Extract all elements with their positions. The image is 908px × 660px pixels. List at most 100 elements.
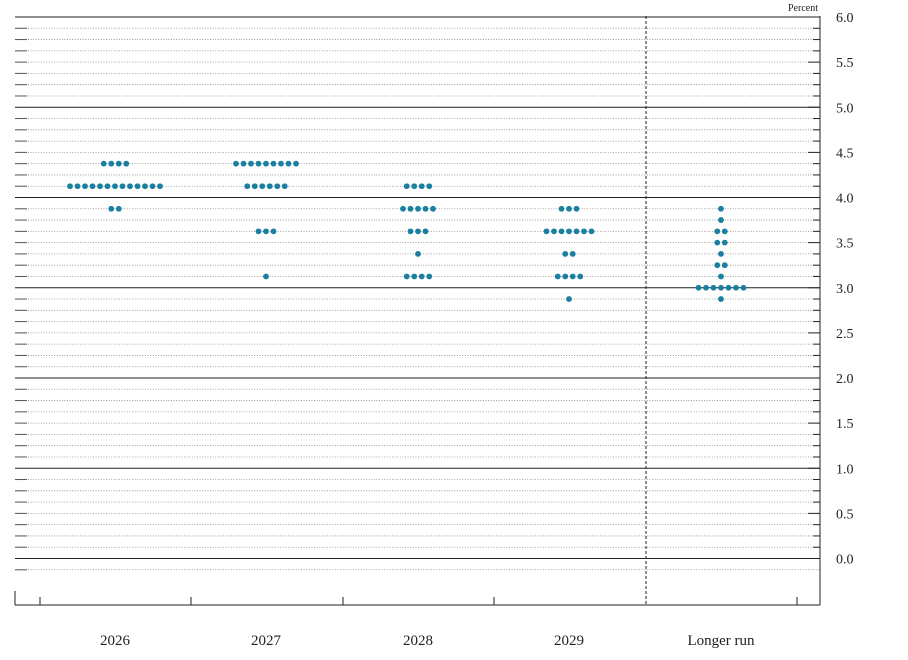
participant-dot xyxy=(97,183,103,190)
participant-dot xyxy=(554,273,561,280)
participant-dot xyxy=(274,183,281,190)
y-tick-label: 6.0 xyxy=(836,11,854,26)
participant-dot xyxy=(157,183,163,190)
y-tick-label: 2.0 xyxy=(836,372,854,387)
y-unit-label: Percent xyxy=(788,3,818,14)
participant-dot xyxy=(149,183,156,190)
participant-dot xyxy=(104,183,111,190)
participant-dot xyxy=(426,273,433,280)
participant-dot xyxy=(422,205,429,212)
participant-dot xyxy=(703,284,709,291)
participant-dot xyxy=(255,160,262,167)
participant-dot xyxy=(100,160,107,167)
participant-dot xyxy=(123,160,130,167)
y-tick-label: 1.0 xyxy=(836,462,854,477)
participant-dot xyxy=(422,228,429,235)
participant-dot xyxy=(558,228,565,235)
participant-dot xyxy=(562,273,569,280)
participant-dot xyxy=(551,228,557,235)
participant-dot xyxy=(108,160,115,167)
y-tick-label: 3.0 xyxy=(836,282,854,297)
participant-dot xyxy=(407,205,414,212)
participant-dot xyxy=(543,228,550,235)
participant-dot xyxy=(255,228,262,235)
participant-dot xyxy=(695,284,702,291)
participant-dot xyxy=(400,205,406,212)
dots xyxy=(67,160,747,302)
x-category-label: 2029 xyxy=(554,633,584,649)
participant-dot xyxy=(251,183,258,190)
participant-dot xyxy=(244,183,251,190)
participant-dot xyxy=(407,228,414,235)
participant-dot xyxy=(569,251,576,257)
participant-dot xyxy=(710,284,717,291)
participant-dot xyxy=(411,273,418,280)
participant-dot xyxy=(270,160,277,167)
participant-dot xyxy=(718,296,724,302)
participant-dot xyxy=(562,251,569,257)
participant-dot xyxy=(115,160,122,167)
participant-dot xyxy=(415,251,421,257)
participant-dot xyxy=(733,284,739,291)
participant-dot xyxy=(403,273,410,280)
participant-dot xyxy=(430,205,436,212)
participant-dot xyxy=(558,205,565,212)
participant-dot xyxy=(259,183,266,190)
y-tick-label: 4.0 xyxy=(836,192,854,207)
participant-dot xyxy=(82,183,88,190)
participant-dot xyxy=(142,183,148,190)
y-tick-label: 0.0 xyxy=(836,553,854,568)
x-category-label: Longer run xyxy=(687,633,755,649)
participant-dot xyxy=(415,205,421,212)
participant-dot xyxy=(426,183,433,190)
participant-dot xyxy=(714,262,721,269)
participant-dot xyxy=(718,205,724,212)
participant-dot xyxy=(285,160,292,167)
participant-dot xyxy=(233,160,239,167)
participant-dot xyxy=(278,160,284,167)
participant-dot xyxy=(577,273,584,280)
participant-dot xyxy=(240,160,247,167)
participant-dot xyxy=(263,160,269,167)
participant-dot xyxy=(569,273,576,280)
participant-dot xyxy=(721,228,728,235)
participant-dot xyxy=(112,183,118,190)
participant-dot xyxy=(566,296,572,302)
participant-dot xyxy=(108,205,115,212)
participant-dot xyxy=(67,183,73,190)
participant-dot xyxy=(127,183,133,190)
participant-dot xyxy=(248,160,254,167)
axes: 6.0 5.5 5.0 4.5 4.0 3.5 3.0 2.5 2.0 1.5 1.0 0.5 0.0 2… xyxy=(14,11,854,649)
x-category-label: 2028 xyxy=(403,633,433,649)
y-tick-label: 5.0 xyxy=(836,101,854,116)
x-category-label: 2027 xyxy=(251,633,282,649)
participant-dot xyxy=(566,205,572,212)
participant-dot xyxy=(403,183,410,190)
participant-dot xyxy=(718,217,724,223)
participant-dot xyxy=(415,228,421,235)
y-tick-label: 0.5 xyxy=(836,507,854,522)
y-tick-label: 4.5 xyxy=(836,146,854,161)
participant-dot xyxy=(714,228,721,235)
participant-dot xyxy=(293,160,299,167)
participant-dot xyxy=(721,239,728,246)
participant-dot xyxy=(411,183,418,190)
participant-dot xyxy=(573,205,580,212)
participant-dot xyxy=(74,183,81,190)
participant-dot xyxy=(718,273,724,280)
participant-dot xyxy=(718,284,724,291)
y-tick-label: 1.5 xyxy=(836,417,854,432)
participant-dot xyxy=(725,284,732,291)
y-tick-label: 5.5 xyxy=(836,56,854,71)
gridlines xyxy=(15,16,820,571)
participant-dot xyxy=(266,183,273,190)
participant-dot xyxy=(718,251,724,257)
participant-dot xyxy=(115,205,122,212)
participant-dot xyxy=(566,228,572,235)
participant-dot xyxy=(418,183,425,190)
participant-dot xyxy=(270,228,277,235)
x-category-label: 2026 xyxy=(100,633,131,649)
participant-dot xyxy=(721,262,728,269)
participant-dot xyxy=(418,273,425,280)
